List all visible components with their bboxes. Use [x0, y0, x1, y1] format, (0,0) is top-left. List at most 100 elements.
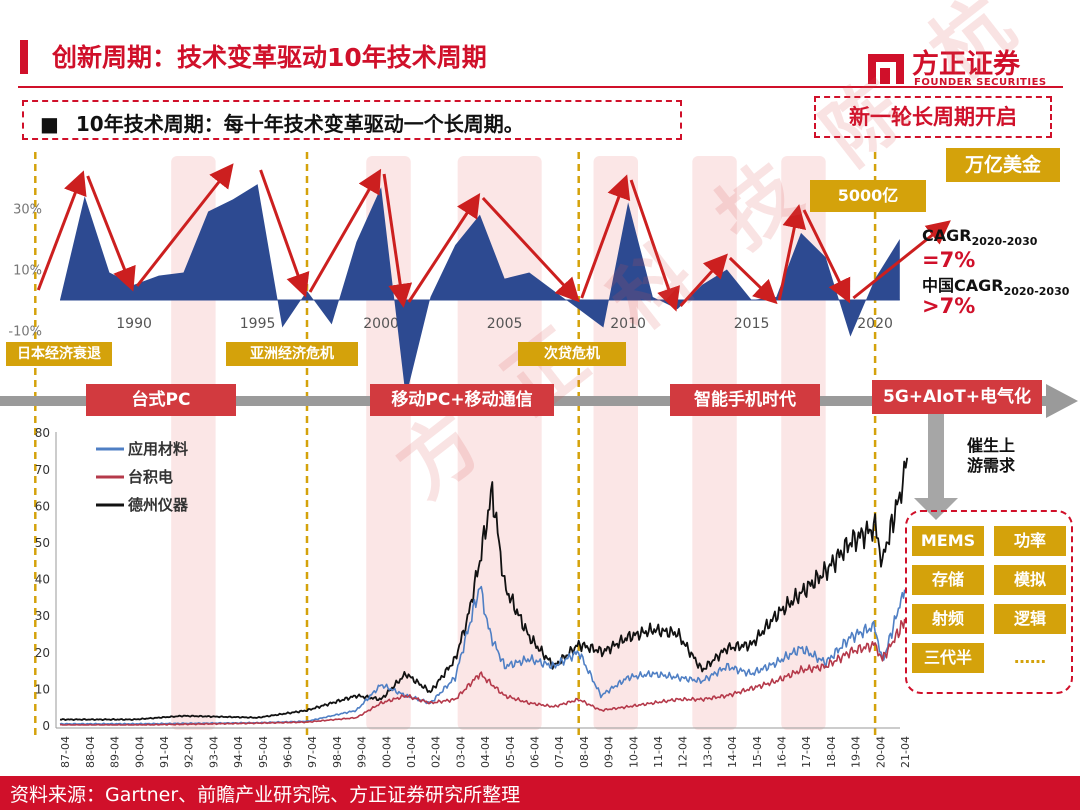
growth-area-path	[60, 184, 900, 398]
bullet-icon: ■	[40, 112, 59, 136]
cagr-china-period: 2020-2030	[1003, 285, 1070, 299]
growth-x-tick: 2010	[610, 316, 646, 332]
category-mems: MEMS	[912, 526, 984, 556]
price-x-tick: 17-04	[800, 736, 813, 768]
market-trillion-label: 万亿美金	[946, 148, 1060, 182]
price-x-tick: 20-04	[874, 736, 887, 768]
turning-arrows	[36, 163, 951, 312]
price-x-tick: 07-04	[553, 736, 566, 768]
event-label-subprime-crisis: 次贷危机	[518, 342, 626, 366]
price-x-tick: 90-04	[133, 736, 146, 768]
cagr-global-period: 2020-2030	[971, 235, 1038, 249]
header-divider	[18, 86, 1063, 88]
price-y-tick: 30	[35, 609, 50, 623]
logo-company-name: 方正证券	[912, 49, 1020, 80]
event-lines	[34, 152, 877, 738]
price-x-tick: 10-04	[627, 736, 640, 768]
timeline-head	[1046, 384, 1078, 418]
price-x-tick: 09-04	[603, 736, 616, 768]
price-x-tick: 93-04	[207, 736, 220, 768]
turning-arrow	[382, 173, 413, 308]
category-memory: 存储	[912, 565, 984, 595]
price-y-tick: 80	[35, 426, 50, 440]
price-x-tick: 04-04	[479, 736, 492, 768]
turning-arrow	[777, 204, 807, 301]
turning-arrow	[629, 179, 680, 312]
price-y-tick: 50	[35, 536, 50, 550]
price-y-tick: 40	[35, 573, 50, 587]
price-lines	[59, 457, 909, 726]
era-5g-aiot: 5G+AIoT+电气化	[872, 380, 1042, 414]
price-y-tick: 0	[42, 719, 50, 733]
turning-arrow	[852, 220, 951, 300]
cagr-china-prefix: 中国CAGR	[922, 276, 1004, 295]
price-x-tick: 12-04	[677, 736, 690, 768]
growth-x-tick: 2000	[363, 316, 399, 332]
price-x-tick: 19-04	[850, 736, 863, 768]
market-5000-label: 5000亿	[810, 180, 926, 212]
price-x-tick: 91-04	[158, 736, 171, 768]
logo-company-name-en: FOUNDER SECURITIES	[914, 77, 1047, 88]
cagr-global: CAGR2020-2030	[922, 226, 1037, 248]
subtitle: ■ 10年技术周期：每十年技术变革驱动一个长周期。	[40, 108, 524, 137]
price-x-tick: 13-04	[701, 736, 714, 768]
title-accent-bar	[20, 40, 28, 74]
cagr-china-value: >7%	[922, 294, 976, 318]
growth-y-tick: -10%	[8, 325, 42, 340]
turning-arrow	[802, 209, 851, 304]
price-x-tick: 94-04	[232, 736, 245, 768]
turning-arrow	[481, 196, 580, 303]
category-more: ……	[1014, 648, 1046, 667]
price-series-line	[59, 457, 909, 721]
price-x-tick: 15-04	[751, 736, 764, 768]
price-x-tick: 05-04	[504, 736, 517, 768]
price-x-tick: 06-04	[528, 736, 541, 768]
legend-label: 台积电	[128, 468, 173, 486]
era-desktop-pc: 台式PC	[86, 384, 236, 416]
down-arrow-head	[914, 498, 958, 520]
category-box	[905, 510, 1073, 694]
price-x-tick: 21-04	[899, 736, 912, 768]
footer-bar	[0, 776, 1080, 810]
event-label-asian-crisis: 亚洲经济危机	[226, 342, 358, 366]
price-x-tick: 89-04	[109, 736, 122, 768]
category-analog: 模拟	[994, 565, 1066, 595]
price-x-tick: 03-04	[454, 736, 467, 768]
price-x-tick: 99-04	[356, 736, 369, 768]
category-power: 功率	[994, 526, 1066, 556]
price-series-line	[59, 618, 906, 726]
category-third-gen: 三代半	[912, 643, 984, 673]
price-x-tick: 11-04	[652, 736, 665, 768]
demand-label: 催生上游需求	[967, 436, 1016, 475]
new-cycle-callout: 新一轮长周期开启	[814, 96, 1052, 138]
legend-label: 德州仪器	[128, 496, 189, 514]
turning-arrow	[86, 175, 136, 292]
price-x-tick: 97-04	[306, 736, 319, 768]
era-smartphone: 智能手机时代	[670, 384, 820, 416]
cagr-global-value: =7%	[922, 248, 976, 272]
turning-arrow	[580, 174, 631, 299]
turning-arrow	[407, 192, 481, 303]
growth-x-tick: 1990	[116, 316, 152, 332]
subtitle-box	[22, 100, 682, 140]
price-y-tick: 60	[35, 499, 50, 513]
cagr-china: 中国CAGR2020-2030	[922, 272, 1069, 298]
founder-logo-icon	[868, 54, 904, 84]
turning-arrow	[679, 253, 728, 308]
growth-y-tick: 10%	[13, 264, 42, 279]
event-label-japan-recession: 日本经济衰退	[6, 342, 112, 366]
price-x-tick: 88-04	[84, 736, 97, 768]
turning-arrow	[308, 168, 382, 293]
source-note: 资料来源：Gartner、前瞻产业研究院、方正证券研究所整理	[10, 784, 521, 806]
page-title: 创新周期：技术变革驱动10年技术周期	[52, 43, 487, 72]
growth-x-tick: 2020	[857, 316, 893, 332]
price-x-tick: 98-04	[331, 736, 344, 768]
legend-label: 应用材料	[128, 440, 188, 458]
price-x-tick: 14-04	[726, 736, 739, 768]
turning-arrow	[36, 170, 87, 291]
growth-y-tick: 30%	[13, 203, 42, 218]
category-logic: 逻辑	[994, 604, 1066, 634]
decorations	[914, 408, 958, 520]
turning-arrow	[728, 256, 778, 305]
